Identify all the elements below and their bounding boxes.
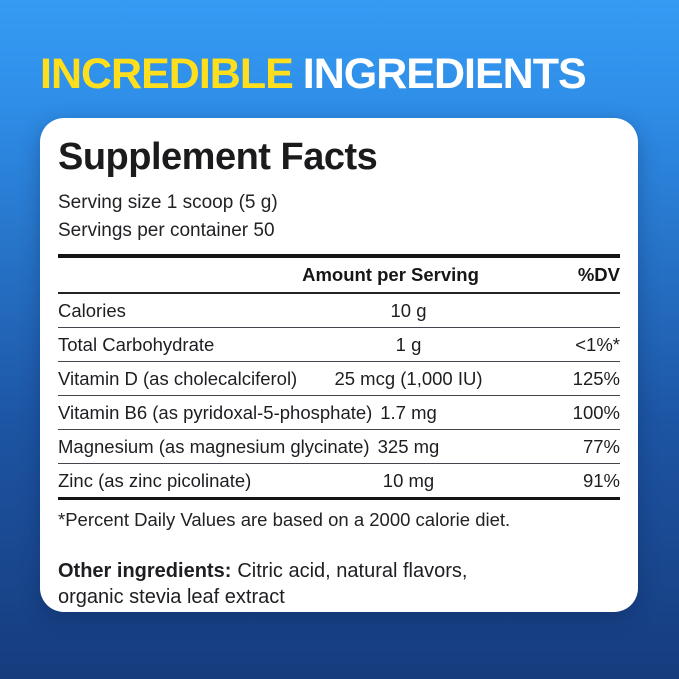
table-row-magnesium: Magnesium (as magnesium glycinate) 325 m… <box>58 430 620 464</box>
row-name: Vitamin D (as cholecalciferol) <box>58 367 298 389</box>
serving-size-text: Serving size 1 scoop (5 g) <box>58 192 278 213</box>
row-dv: 91% <box>582 469 620 491</box>
row-amount: 325 mg <box>377 435 440 457</box>
row-amount: 25 mcg (1,000 IU) <box>334 367 483 389</box>
table-row-calories: Calories 10 g <box>58 294 620 328</box>
panel-title: Supplement Facts <box>58 136 378 178</box>
table-row-vitamin-d: Vitamin D (as cholecalciferol) 25 mcg (1… <box>58 362 620 396</box>
row-amount: 1.7 mg <box>380 401 437 423</box>
other-ingredients: Other ingredients: Citric acid, natural f… <box>58 558 528 610</box>
table-header-row: Amount per Serving %DV <box>58 258 620 294</box>
row-dv: 77% <box>582 435 620 457</box>
table-top-rule <box>58 254 620 258</box>
table-row-vitamin-b6: Vitamin B6 (as pyridoxal-5-phosphate) 1.… <box>58 396 620 430</box>
other-ingredients-label: Other ingredients: <box>58 560 232 582</box>
header-amount-per-serving: Amount per Serving <box>302 263 479 285</box>
row-name: Magnesium (as magnesium glycinate) <box>58 435 370 457</box>
table-bottom-rule <box>58 496 620 500</box>
table-row-total-carbohydrate: Total Carbohydrate 1 g <1%* <box>58 328 620 362</box>
row-dv: <1%* <box>575 333 620 355</box>
headline-rest: INGREDIENTS <box>302 50 587 98</box>
row-name: Vitamin B6 (as pyridoxal-5-phosphate) <box>58 401 373 423</box>
daily-values-footnote: *Percent Daily Values are based on a 200… <box>58 509 511 530</box>
headline-highlight: INCREDIBLE <box>40 50 294 98</box>
row-amount: 10 mg <box>382 469 435 491</box>
supplement-facts-panel: Supplement Facts Serving size 1 scoop (5… <box>40 118 638 612</box>
row-name: Calories <box>58 299 126 321</box>
row-dv: 100% <box>572 401 620 423</box>
row-dv: 125% <box>572 367 620 389</box>
header-dv: %DV <box>577 263 620 285</box>
row-amount: 10 g <box>390 299 427 321</box>
row-name: Total Carbohydrate <box>58 333 215 355</box>
row-amount: 1 g <box>395 333 422 355</box>
facts-table: Amount per Serving %DV Calories 10 g Tot… <box>58 258 620 500</box>
table-row-zinc: Zinc (as zinc picolinate) 10 mg 91% <box>58 464 620 497</box>
headline: INCREDIBLE INGREDIENTS <box>40 50 587 99</box>
other-ingredients-text: Citric acid, natural flavors, organic st… <box>58 560 468 608</box>
row-name: Zinc (as zinc picolinate) <box>58 469 252 491</box>
servings-per-container-text: Servings per container 50 <box>58 220 275 241</box>
